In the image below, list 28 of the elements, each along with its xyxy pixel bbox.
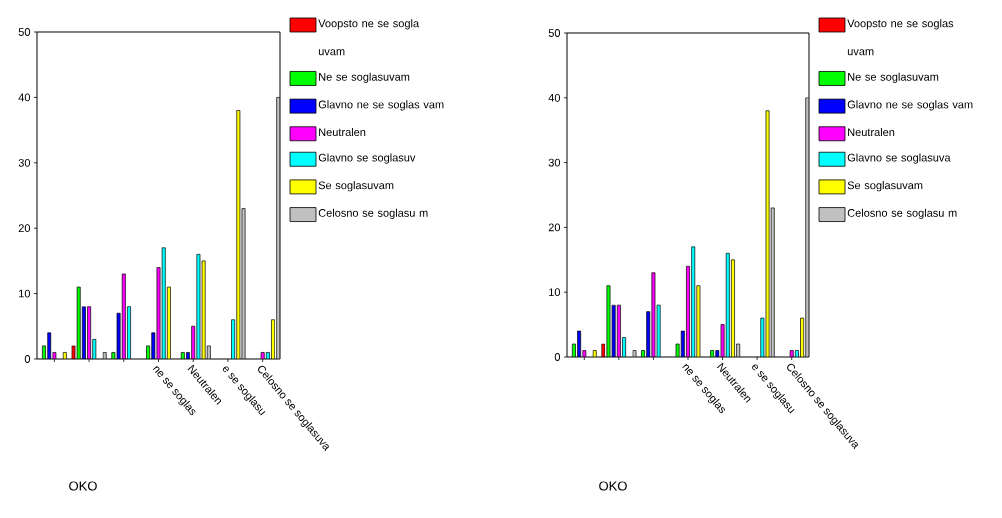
y-tick-label: 0 — [554, 353, 561, 361]
legend-label: Celosno se soglasu m — [847, 208, 957, 219]
y-tick-label: 30 — [18, 158, 31, 167]
y-tick-label: 50 — [18, 28, 31, 36]
legend-label: Neutralen — [319, 127, 366, 137]
legend-label: Se soglasuvam — [847, 181, 923, 192]
y-tick-label: 0 — [24, 355, 31, 363]
legend-label: Glavno se soglasuv — [318, 153, 416, 164]
y-tick-label: 40 — [18, 93, 31, 102]
y-tick-label: 10 — [19, 289, 31, 298]
legend-label: Glavno ne se soglas vam — [318, 100, 444, 111]
legend-label: Neutralen — [848, 127, 895, 137]
text: Voopsto ne se soglas uvam — [847, 19, 954, 56]
legend-label: Se soglasuvam — [318, 181, 394, 192]
y-tick-label: 20 — [18, 224, 31, 233]
text: OKO — [69, 481, 97, 491]
legend-label: Celosno se soglasu m — [318, 208, 428, 219]
legend-label: Glavno ne se soglas vam — [847, 100, 973, 111]
legend-label: Ne se soglasuvam — [319, 72, 410, 83]
y-tick-label: 10 — [549, 288, 561, 297]
y-tick-label: 40 — [548, 93, 561, 102]
legend-label: Ne se soglasuvam — [848, 72, 939, 83]
legend-label: Glavno se soglasuva — [847, 153, 951, 164]
text: OKO — [599, 481, 627, 491]
y-tick-label: 30 — [548, 158, 561, 167]
y-tick-label: 50 — [548, 29, 561, 37]
y-tick-label: 20 — [548, 223, 561, 232]
text: Voopsto ne se sogla uvam — [318, 19, 420, 56]
